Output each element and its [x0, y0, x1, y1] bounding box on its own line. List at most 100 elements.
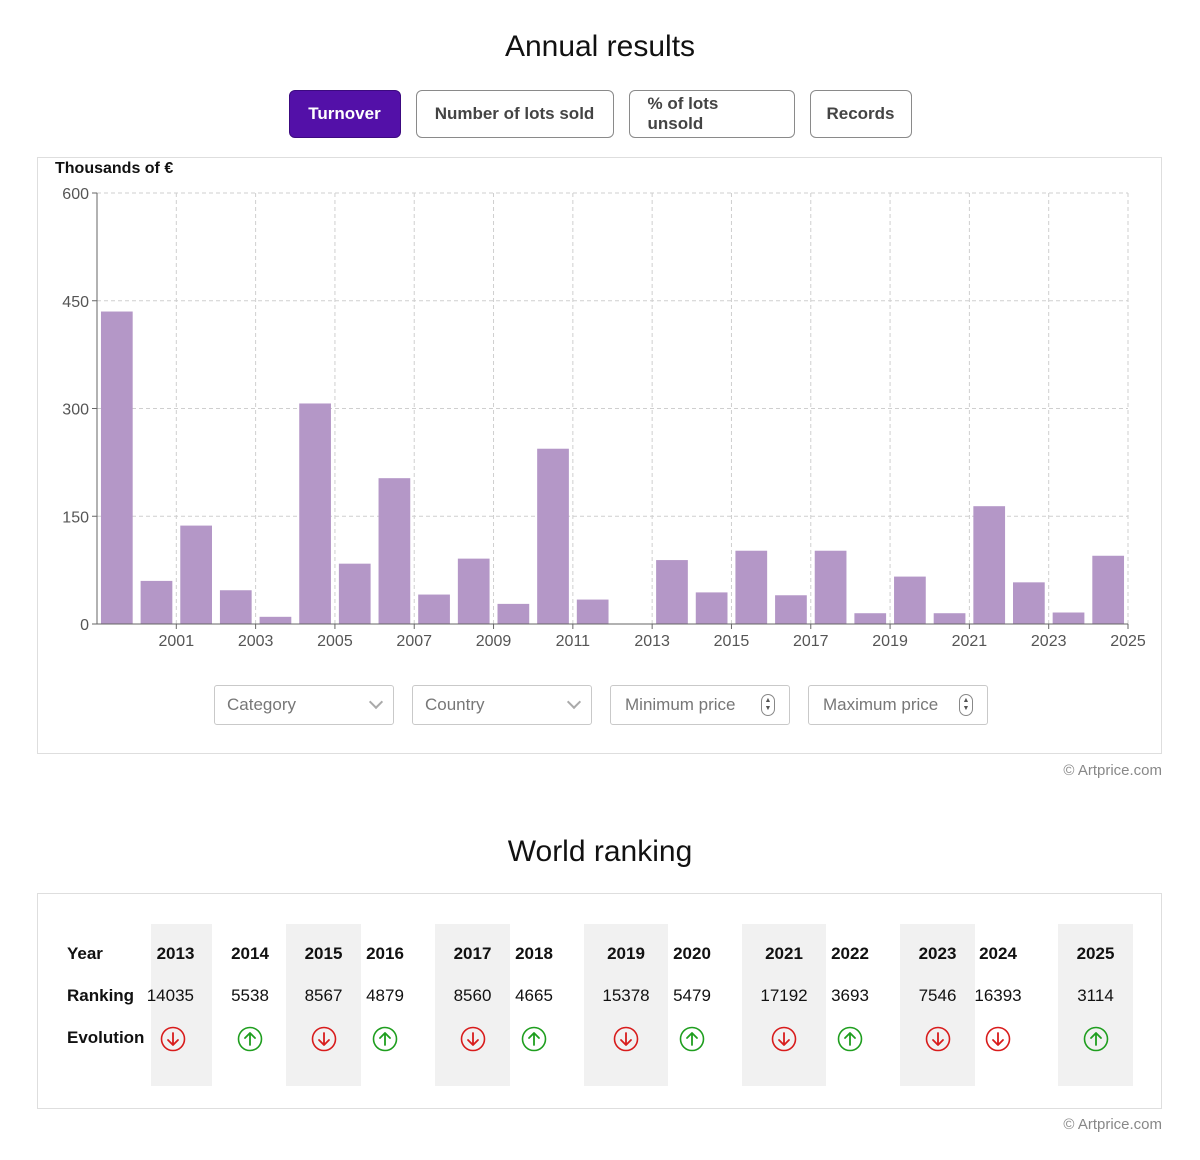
y-tick-label: 0: [80, 617, 89, 634]
ranking-value: 3114: [1077, 986, 1114, 1005]
bar-2019: [854, 613, 887, 624]
ranking-value: 5479: [673, 986, 711, 1005]
ranking-value: 16393: [974, 986, 1022, 1005]
arrow-up-circle-icon: [372, 1026, 398, 1052]
bar-2016: [735, 550, 768, 624]
ranking-column: 2021 17192: [742, 924, 826, 1086]
tab-turnover[interactable]: Turnover: [288, 90, 401, 138]
x-tick-label: 2011: [556, 633, 591, 650]
chevron-down-icon: [566, 694, 582, 710]
ranking-column: 2015 8567: [286, 924, 361, 1086]
number-spinner-icon[interactable]: ▲ ▼: [959, 694, 973, 716]
x-tick-label: 2021: [952, 633, 988, 650]
bar-2014: [656, 560, 688, 624]
artprice-credit: © Artprice.com: [1063, 1116, 1162, 1133]
bar-2012: [576, 599, 609, 624]
bar-2011: [537, 448, 569, 624]
x-tick-label: 2013: [634, 633, 670, 650]
x-tick-label: 2003: [238, 633, 274, 650]
arrow-down-circle-icon: [460, 1026, 485, 1052]
category-select[interactable]: Category: [214, 685, 394, 725]
arrow-down-circle-icon: [160, 1026, 185, 1052]
minimum-price-input[interactable]: Minimum price ▲ ▼: [610, 685, 790, 725]
category-select-label: Category: [227, 695, 296, 714]
evolution-label: Evolution: [67, 1028, 145, 1047]
bar-2001: [140, 580, 173, 624]
x-tick-label: 2001: [159, 633, 195, 650]
ranking-column: 2017 8560: [435, 924, 510, 1086]
arrow-up-circle-icon: [521, 1026, 547, 1052]
ranking-value: 8560: [453, 986, 492, 1005]
ranking-year: 2021: [765, 944, 803, 963]
bar-2006: [338, 563, 371, 624]
ranking-year: 2013: [156, 944, 195, 963]
bar-2020: [894, 576, 926, 624]
chevron-down-icon: [368, 694, 384, 710]
arrow-down-circle-icon: [985, 1026, 1011, 1052]
maximum-price-input[interactable]: Maximum price ▲ ▼: [808, 685, 988, 725]
tab-percent-lots-unsold[interactable]: % of lots unsold: [628, 90, 795, 138]
arrow-down-circle-icon: [771, 1026, 797, 1052]
ranking-value: 14035: [146, 986, 194, 1005]
ranking-year: 2018: [515, 944, 553, 963]
ranking-column: 2016 4879: [361, 924, 409, 1086]
ranking-year: 2024: [979, 944, 1017, 963]
arrow-up-circle-icon: [679, 1026, 705, 1052]
ranking-column: 2024 16393: [974, 924, 1022, 1086]
arrow-down-circle-icon: [613, 1026, 639, 1052]
year-label: Year: [67, 944, 103, 963]
metric-tabs: Turnover Number of lots sold % of lots u…: [0, 90, 1200, 138]
ranking-year: 2019: [607, 944, 645, 963]
ranking-column: 2022 3693: [826, 924, 874, 1086]
ranking-value: 8567: [304, 986, 343, 1005]
turnover-bar-chart: 0 150 300 450 600 2001 2003 2005 2007 2009 2011 201…: [62, 186, 1146, 650]
country-select-label: Country: [425, 695, 485, 714]
ranking-value: 3693: [831, 986, 869, 1005]
bar-2003: [219, 590, 252, 624]
ranking-year: 2023: [918, 944, 957, 963]
bar-2015: [695, 592, 728, 624]
country-select[interactable]: Country: [412, 685, 592, 725]
bar-2018: [814, 550, 847, 624]
artprice-credit: © Artprice.com: [1063, 762, 1162, 779]
bar-2017: [775, 595, 807, 624]
ranking-column: 2018 4665: [510, 924, 558, 1086]
bar-2025: [1092, 555, 1125, 624]
world-ranking-table: Year Ranking Evolution 2013 14035 2014 5538…: [37, 893, 1162, 1109]
y-tick-label: 450: [62, 294, 89, 311]
ranking-year: 2015: [304, 944, 343, 963]
annual-results-title: Annual results: [504, 30, 696, 63]
ranking-year: 2014: [231, 944, 269, 963]
arrow-up-circle-icon: [237, 1026, 263, 1052]
bar-2002: [180, 525, 212, 624]
ranking-column: 2013 14035: [147, 924, 212, 1086]
tab-number-of-lots-sold[interactable]: Number of lots sold: [415, 90, 614, 138]
arrow-up-circle-icon: [1083, 1026, 1108, 1052]
ranking-year: 2017: [453, 944, 492, 963]
ranking-year: 2020: [673, 944, 711, 963]
y-tick-label: 150: [62, 509, 89, 526]
x-tick-label: 2023: [1031, 633, 1067, 650]
arrow-down-circle-icon: [311, 1026, 336, 1052]
x-tick-label: 2005: [317, 633, 353, 650]
bar-2000: [100, 311, 133, 624]
tab-records[interactable]: Records: [809, 90, 912, 138]
ranking-column: 2014 5538: [226, 924, 274, 1086]
ranking-year: 2025: [1076, 944, 1115, 963]
ranking-year: 2022: [831, 944, 869, 963]
ranking-column: 2019 15378: [584, 924, 668, 1086]
ranking-value: 4665: [515, 986, 553, 1005]
number-spinner-icon[interactable]: ▲ ▼: [761, 694, 775, 716]
ranking-column: 2020 5479: [668, 924, 716, 1086]
bar-2004: [259, 616, 292, 624]
arrow-up-circle-icon: [837, 1026, 863, 1052]
bar-2024: [1052, 612, 1085, 624]
world-ranking-title: World ranking: [507, 835, 693, 868]
x-tick-label: 2015: [714, 633, 750, 650]
turnover-chart-panel: Thousands of € 0 150 300 450 600 2001 2003 2005…: [37, 157, 1162, 754]
bar-2007: [378, 478, 411, 624]
bar-2008: [418, 594, 450, 624]
y-tick-label: 600: [62, 186, 89, 203]
bar-2021: [933, 613, 966, 624]
ranking-value: 15378: [602, 986, 650, 1005]
